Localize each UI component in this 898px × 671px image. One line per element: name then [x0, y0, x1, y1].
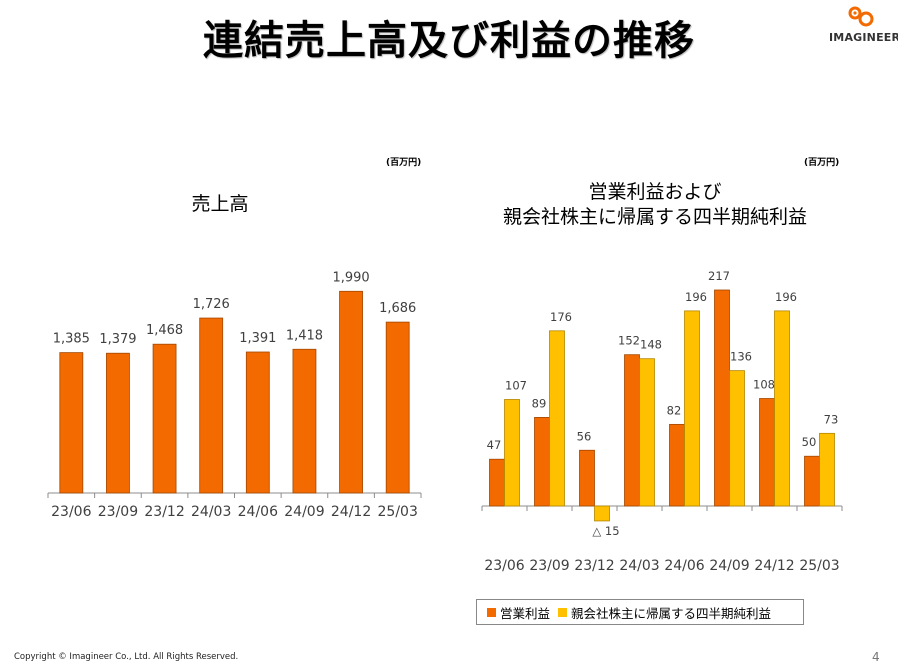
legend-item-operating-profit: 営業利益 [487, 603, 550, 622]
sales-tick-label: 24/12 [331, 504, 371, 520]
net-profit-label: 148 [640, 338, 662, 352]
net-profit-bar [819, 432, 835, 507]
net-profit-bar [639, 358, 655, 507]
profit-tick-label: 24/12 [754, 558, 794, 574]
profit-unit-label: (百万円) [804, 158, 840, 168]
sales-bar [106, 352, 130, 494]
net-profit-label: 196 [685, 290, 707, 304]
sales-data-label: 1,385 [53, 332, 90, 347]
sales-data-label: 1,468 [146, 323, 183, 338]
page-number: 4 [872, 650, 880, 664]
operating-profit-label: 89 [532, 396, 547, 410]
logo-text: IMAGINEER [829, 31, 898, 44]
profit-chart-title-line-1: 営業利益および [588, 181, 722, 203]
net-profit-label: △ 15 [592, 524, 619, 538]
net-profit-bar [684, 310, 700, 507]
net-profit-bar [729, 370, 745, 507]
sales-bar [385, 321, 410, 494]
profit-tick-label: 24/03 [619, 558, 659, 574]
sales-bar [339, 290, 363, 494]
sales-data-label: 1,379 [99, 332, 136, 347]
sales-data-label: 1,391 [239, 331, 276, 346]
net-profit-bar [549, 330, 565, 507]
operating-profit-label: 152 [618, 334, 640, 348]
legend-swatch-operating-profit [487, 607, 496, 617]
operating-profit-label: 82 [667, 403, 682, 417]
sales-bar [152, 343, 177, 494]
operating-profit-label: 217 [708, 269, 730, 283]
profit-bar-chart: 47 107 23/06 89 176 23/09 56 △ 15 23/12 152 148 24/… [481, 269, 843, 574]
profit-tick-label: 25/03 [799, 558, 839, 574]
operating-profit-label: 56 [577, 429, 592, 443]
sales-tick-label: 24/06 [238, 504, 278, 520]
profit-chart-title: 営業利益および 親会社株主に帰属する四半期純利益 [470, 180, 840, 230]
net-profit-label: 73 [824, 412, 839, 426]
operating-profit-bar [669, 423, 685, 507]
sales-bar [59, 352, 84, 494]
legend-swatch-net-profit [558, 607, 568, 617]
sales-tick-label: 23/09 [98, 504, 138, 520]
sales-data-label: 1,418 [286, 328, 323, 343]
net-profit-bar [774, 310, 790, 507]
sales-data-label: 1,726 [193, 297, 230, 312]
operating-profit-bar [804, 455, 820, 507]
sales-tick-label: 24/09 [284, 504, 324, 520]
legend-label-net-profit: 親会社株主に帰属する四半期純利益 [571, 605, 772, 621]
sales-bar [292, 348, 317, 494]
operating-profit-label: 108 [753, 377, 775, 391]
sales-bar [199, 317, 224, 494]
operating-profit-label: 50 [802, 435, 817, 449]
legend-label-operating-profit: 営業利益 [500, 605, 551, 621]
sales-bar [245, 351, 270, 494]
operating-profit-bar [489, 458, 505, 507]
net-profit-bar [594, 505, 610, 522]
operating-profit-bar [534, 417, 550, 507]
profit-tick-label: 23/09 [529, 558, 569, 574]
operating-profit-bar [579, 449, 595, 507]
sales-data-label: 1,686 [379, 301, 416, 316]
operating-profit-bar [759, 398, 775, 507]
imagineer-logo: IMAGINEER [829, 6, 898, 52]
sales-tick-label: 24/03 [191, 504, 231, 520]
profit-tick-label: 24/09 [709, 558, 749, 574]
logo-mark-icon [848, 6, 874, 27]
sales-bar-chart: 1,385 23/06 1,379 23/09 1,468 23/12 1,726 24/03… [47, 270, 422, 520]
net-profit-label: 136 [730, 350, 752, 364]
profit-chart-title-line-2: 親会社株主に帰属する四半期純利益 [502, 206, 807, 228]
profit-chart-legend: 営業利益 親会社株主に帰属する四半期純利益 [476, 599, 804, 625]
operating-profit-bar [624, 354, 640, 507]
net-profit-label: 107 [505, 378, 527, 392]
net-profit-label: 176 [550, 310, 572, 324]
sales-data-label: 1,990 [332, 270, 369, 285]
sales-tick-label: 23/12 [144, 504, 184, 520]
net-profit-bar [504, 399, 520, 507]
sales-chart-title: 売上高 [191, 193, 249, 215]
profit-tick-label: 23/12 [574, 558, 614, 574]
sales-tick-label: 25/03 [378, 504, 418, 520]
profit-tick-label: 23/06 [484, 558, 524, 574]
net-profit-label: 196 [775, 290, 797, 304]
operating-profit-bar [714, 289, 730, 507]
page-title: 連結売上高及び利益の推移 [203, 18, 695, 64]
copyright-footer: Copyright © Imagineer Co., Ltd. All Righ… [14, 652, 239, 662]
legend-item-net-profit: 親会社株主に帰属する四半期純利益 [558, 603, 771, 622]
operating-profit-label: 47 [487, 438, 502, 452]
sales-unit-label: (百万円) [386, 158, 422, 168]
profit-tick-label: 24/06 [664, 558, 704, 574]
sales-tick-label: 23/06 [51, 504, 91, 520]
